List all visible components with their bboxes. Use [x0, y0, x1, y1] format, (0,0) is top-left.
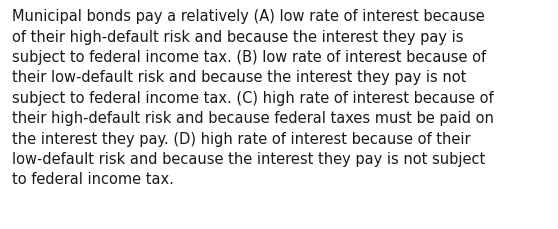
Text: Municipal bonds pay a relatively (A) low rate of interest because
of their high-: Municipal bonds pay a relatively (A) low… — [12, 9, 494, 187]
